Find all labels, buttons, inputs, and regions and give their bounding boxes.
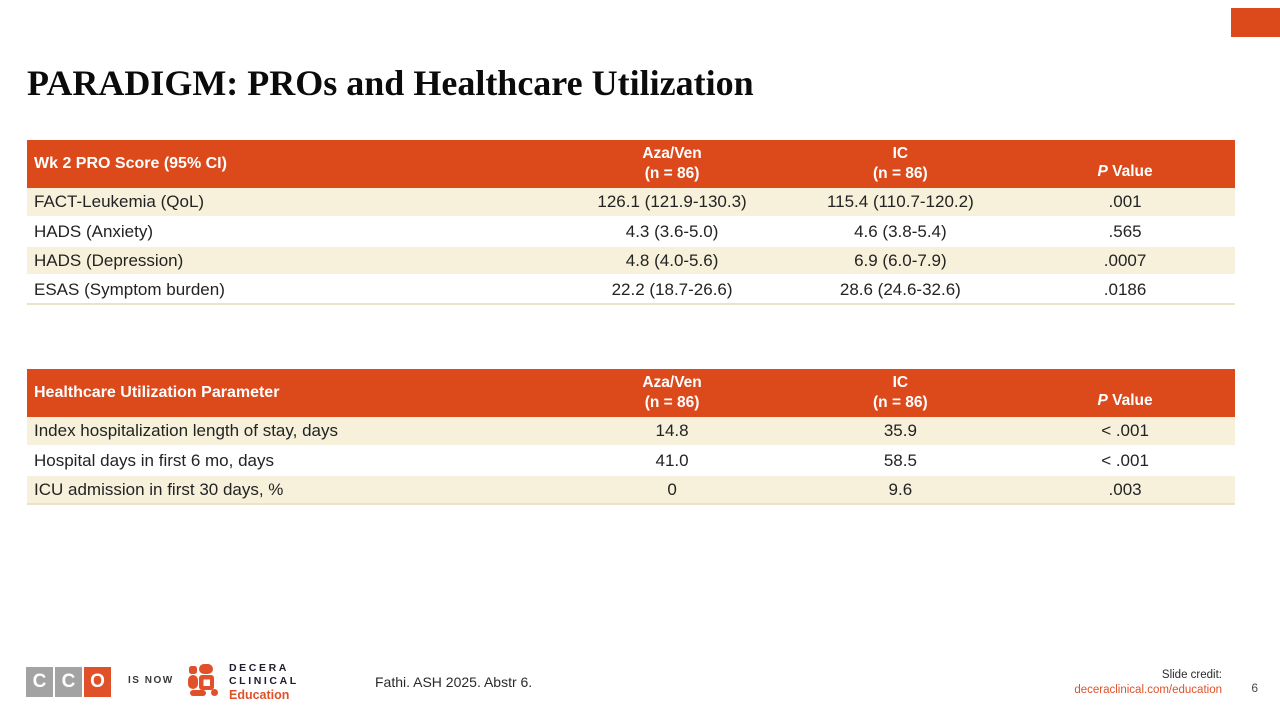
- table-header-row: Wk 2 PRO Score (95% CI) Aza/Ven (n = 86)…: [27, 140, 1235, 188]
- row-label: Hospital days in first 6 mo, days: [27, 446, 559, 476]
- p-value: .001: [1015, 188, 1235, 218]
- decera-logo-text: DECERA CLINICAL Education: [229, 663, 299, 702]
- cco-letter: O: [90, 671, 105, 692]
- page-title: PARADIGM: PROs and Healthcare Utilizatio…: [27, 63, 754, 103]
- azaven-column-header: Aza/Ven (n = 86): [558, 140, 786, 188]
- slide-credit: Slide credit: deceraclinical.com/educati…: [1074, 666, 1222, 698]
- table-row: Hospital days in first 6 mo, days 41.0 5…: [27, 446, 1235, 476]
- pvalue-column-header: P Value: [1015, 140, 1235, 188]
- azaven-value: 126.1 (121.9-130.3): [558, 188, 786, 218]
- table-row: HADS (Anxiety) 4.3 (3.6-5.0) 4.6 (3.8-5.…: [27, 217, 1235, 247]
- azaven-header-line2: (n = 86): [644, 165, 700, 182]
- healthcare-utilization-table: Healthcare Utilization Parameter Aza/Ven…: [27, 369, 1235, 505]
- ic-value: 9.6: [785, 475, 1016, 505]
- row-label: HADS (Depression): [27, 246, 559, 276]
- pvalue-header-rest: Value: [1107, 391, 1153, 409]
- param-column-header: Wk 2 PRO Score (95% CI): [27, 140, 559, 188]
- param-column-header: Healthcare Utilization Parameter: [27, 369, 559, 417]
- row-label: Index hospitalization length of stay, da…: [27, 417, 559, 447]
- row-label: ESAS (Symptom burden): [27, 275, 559, 305]
- azaven-value: 14.8: [558, 417, 786, 447]
- p-value: .0007: [1015, 246, 1235, 276]
- decera-name-line2: CLINICAL: [229, 674, 299, 687]
- azaven-header-line2: (n = 86): [644, 394, 700, 411]
- ic-header-line1: IC: [892, 144, 909, 162]
- row-label: HADS (Anxiety): [27, 217, 559, 247]
- pro-score-table: Wk 2 PRO Score (95% CI) Aza/Ven (n = 86)…: [27, 140, 1235, 305]
- p-value: .565: [1015, 217, 1235, 247]
- cco-letter: C: [61, 671, 76, 692]
- ic-header-line1: IC: [892, 373, 909, 391]
- ic-value: 115.4 (110.7-120.2): [785, 188, 1016, 218]
- cco-letter-box: C: [55, 667, 82, 697]
- azaven-column-header: Aza/Ven (n = 86): [558, 369, 786, 417]
- azaven-value: 22.2 (18.7-26.6): [558, 275, 786, 305]
- ic-header-line2: (n = 86): [873, 165, 928, 182]
- azaven-header-line1: Aza/Ven: [642, 373, 702, 391]
- azaven-value: 4.8 (4.0-5.6): [558, 246, 786, 276]
- p-value: .0186: [1015, 275, 1235, 305]
- decera-education-label: Education: [229, 688, 290, 702]
- ic-column-header: IC (n = 86): [785, 369, 1016, 417]
- ic-value: 35.9: [785, 417, 1016, 447]
- ic-column-header: IC (n = 86): [785, 140, 1016, 188]
- azaven-value: 4.3 (3.6-5.0): [558, 217, 786, 247]
- azaven-value: 0: [558, 475, 786, 505]
- decera-logo-icon: [188, 663, 220, 701]
- azaven-value: 41.0: [558, 446, 786, 476]
- pvalue-header-rest: Value: [1107, 162, 1153, 180]
- table-row: HADS (Depression) 4.8 (4.0-5.6) 6.9 (6.0…: [27, 246, 1235, 276]
- slide-credit-label: Slide credit:: [1161, 669, 1222, 681]
- ic-value: 28.6 (24.6-32.6): [785, 275, 1016, 305]
- ic-value: 58.5: [785, 446, 1016, 476]
- cco-letter-box: C: [26, 667, 53, 697]
- table-header-row: Healthcare Utilization Parameter Aza/Ven…: [27, 369, 1235, 417]
- ic-value: 6.9 (6.0-7.9): [785, 246, 1016, 276]
- cco-letter-box: O: [84, 667, 111, 697]
- table-row: Index hospitalization length of stay, da…: [27, 417, 1235, 447]
- citation-text: Fathi. ASH 2025. Abstr 6.: [375, 674, 533, 690]
- cco-logo: C C O: [26, 667, 111, 697]
- table-row: ESAS (Symptom burden) 22.2 (18.7-26.6) 2…: [27, 275, 1235, 305]
- p-value: < .001: [1015, 417, 1235, 447]
- pvalue-header-p: P: [1097, 391, 1108, 409]
- table-row: FACT-Leukemia (QoL) 126.1 (121.9-130.3) …: [27, 188, 1235, 218]
- pvalue-column-header: P Value: [1015, 369, 1235, 417]
- ic-header-line2: (n = 86): [873, 394, 928, 411]
- table-row: ICU admission in first 30 days, % 0 9.6 …: [27, 475, 1235, 505]
- slide-credit-link[interactable]: deceraclinical.com/education: [1074, 684, 1222, 696]
- row-label: ICU admission in first 30 days, %: [27, 475, 559, 505]
- azaven-header-line1: Aza/Ven: [642, 144, 702, 162]
- page-number: 6: [1251, 681, 1258, 695]
- pvalue-header-p: P: [1097, 162, 1108, 180]
- decera-logo: DECERA CLINICAL Education: [188, 663, 299, 702]
- is-now-label: IS NOW: [128, 675, 174, 686]
- p-value: .003: [1015, 475, 1235, 505]
- p-value: < .001: [1015, 446, 1235, 476]
- row-label: FACT-Leukemia (QoL): [27, 188, 559, 218]
- accent-bar: [1231, 8, 1280, 37]
- decera-name-line1: DECERA: [229, 662, 289, 674]
- ic-value: 4.6 (3.8-5.4): [785, 217, 1016, 247]
- cco-letter: C: [32, 671, 47, 692]
